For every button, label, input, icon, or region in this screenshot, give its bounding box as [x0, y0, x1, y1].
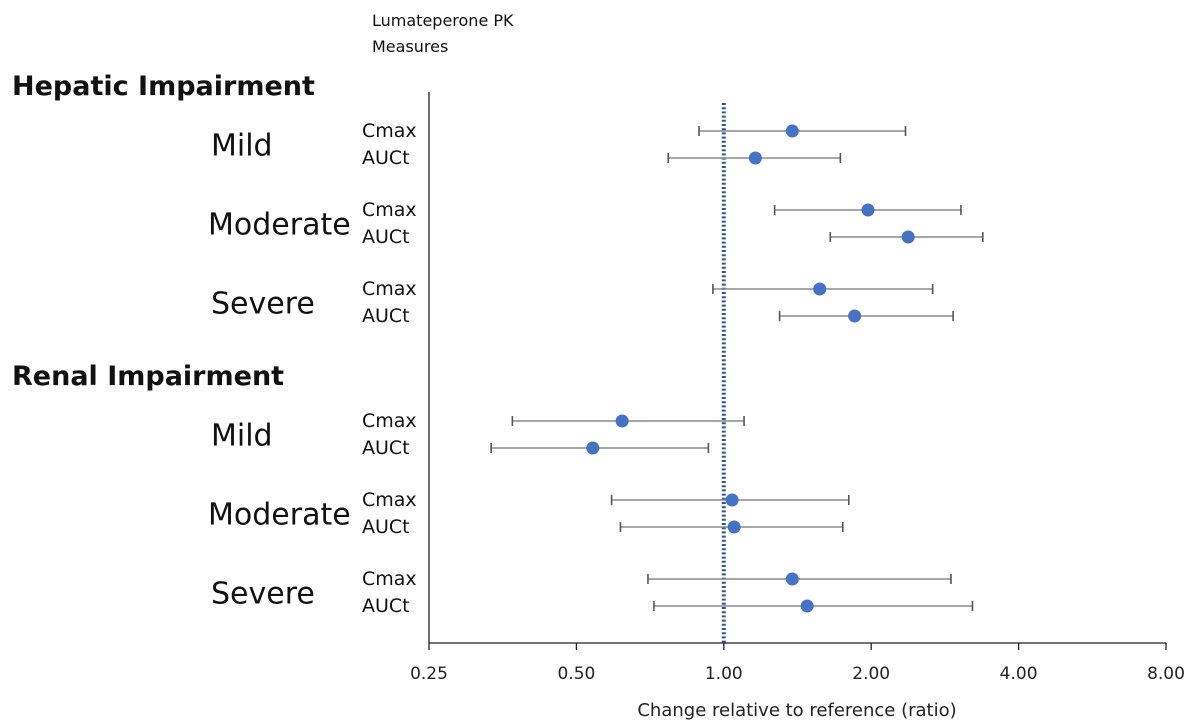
point-estimate [726, 494, 739, 507]
subgroup-label: Moderate [208, 208, 351, 243]
measure-label: AUCt [362, 305, 410, 327]
measure-label: AUCt [362, 437, 410, 459]
point-estimate [813, 283, 826, 296]
group-title: Renal Impairment [12, 361, 284, 392]
point-estimate [786, 573, 799, 586]
point-estimate [586, 442, 599, 455]
x-axis-title: Change relative to reference (ratio) [637, 700, 956, 721]
subgroup-label: Moderate [208, 498, 351, 533]
measure-label: AUCt [362, 226, 410, 248]
measure-label: Cmax [362, 199, 417, 221]
point-estimate [848, 310, 861, 323]
measure-label: Cmax [362, 120, 417, 142]
group-title: Hepatic Impairment [12, 71, 315, 102]
measure-label: AUCt [362, 516, 410, 538]
measure-label: AUCt [362, 147, 410, 169]
measure-label: Cmax [362, 568, 417, 590]
x-tick-label: 4.00 [1000, 664, 1038, 684]
measure-label: Cmax [362, 489, 417, 511]
subgroup-label: Mild [211, 419, 273, 454]
subgroup-label: Mild [211, 129, 273, 164]
x-tick-label: 2.00 [852, 664, 890, 684]
point-estimate [801, 600, 814, 613]
measure-label: Cmax [362, 278, 417, 300]
subgroup-label: Severe [211, 577, 315, 612]
x-tick-label: 0.25 [410, 664, 448, 684]
legend-title-line: Measures [372, 37, 448, 56]
data-marks [491, 125, 983, 613]
measure-label: AUCt [362, 595, 410, 617]
x-tick-label: 1.00 [705, 664, 743, 684]
x-tick-label: 8.00 [1147, 664, 1185, 684]
point-estimate [749, 152, 762, 165]
legend-title-line: Lumateperone PK [372, 11, 514, 30]
point-estimate [616, 415, 629, 428]
point-estimate [786, 125, 799, 138]
subgroup-label: Severe [211, 287, 315, 322]
point-estimate [902, 231, 915, 244]
point-estimate [728, 521, 741, 534]
x-tick-label: 0.50 [557, 664, 595, 684]
measure-label: Cmax [362, 410, 417, 432]
point-estimate [861, 204, 874, 217]
row-labels: Lumateperone PK Measures Hepatic Impairmen… [12, 11, 514, 617]
x-axis: 0.25 0.50 1.00 2.00 4.00 8.00 Change relative … [410, 92, 1185, 721]
